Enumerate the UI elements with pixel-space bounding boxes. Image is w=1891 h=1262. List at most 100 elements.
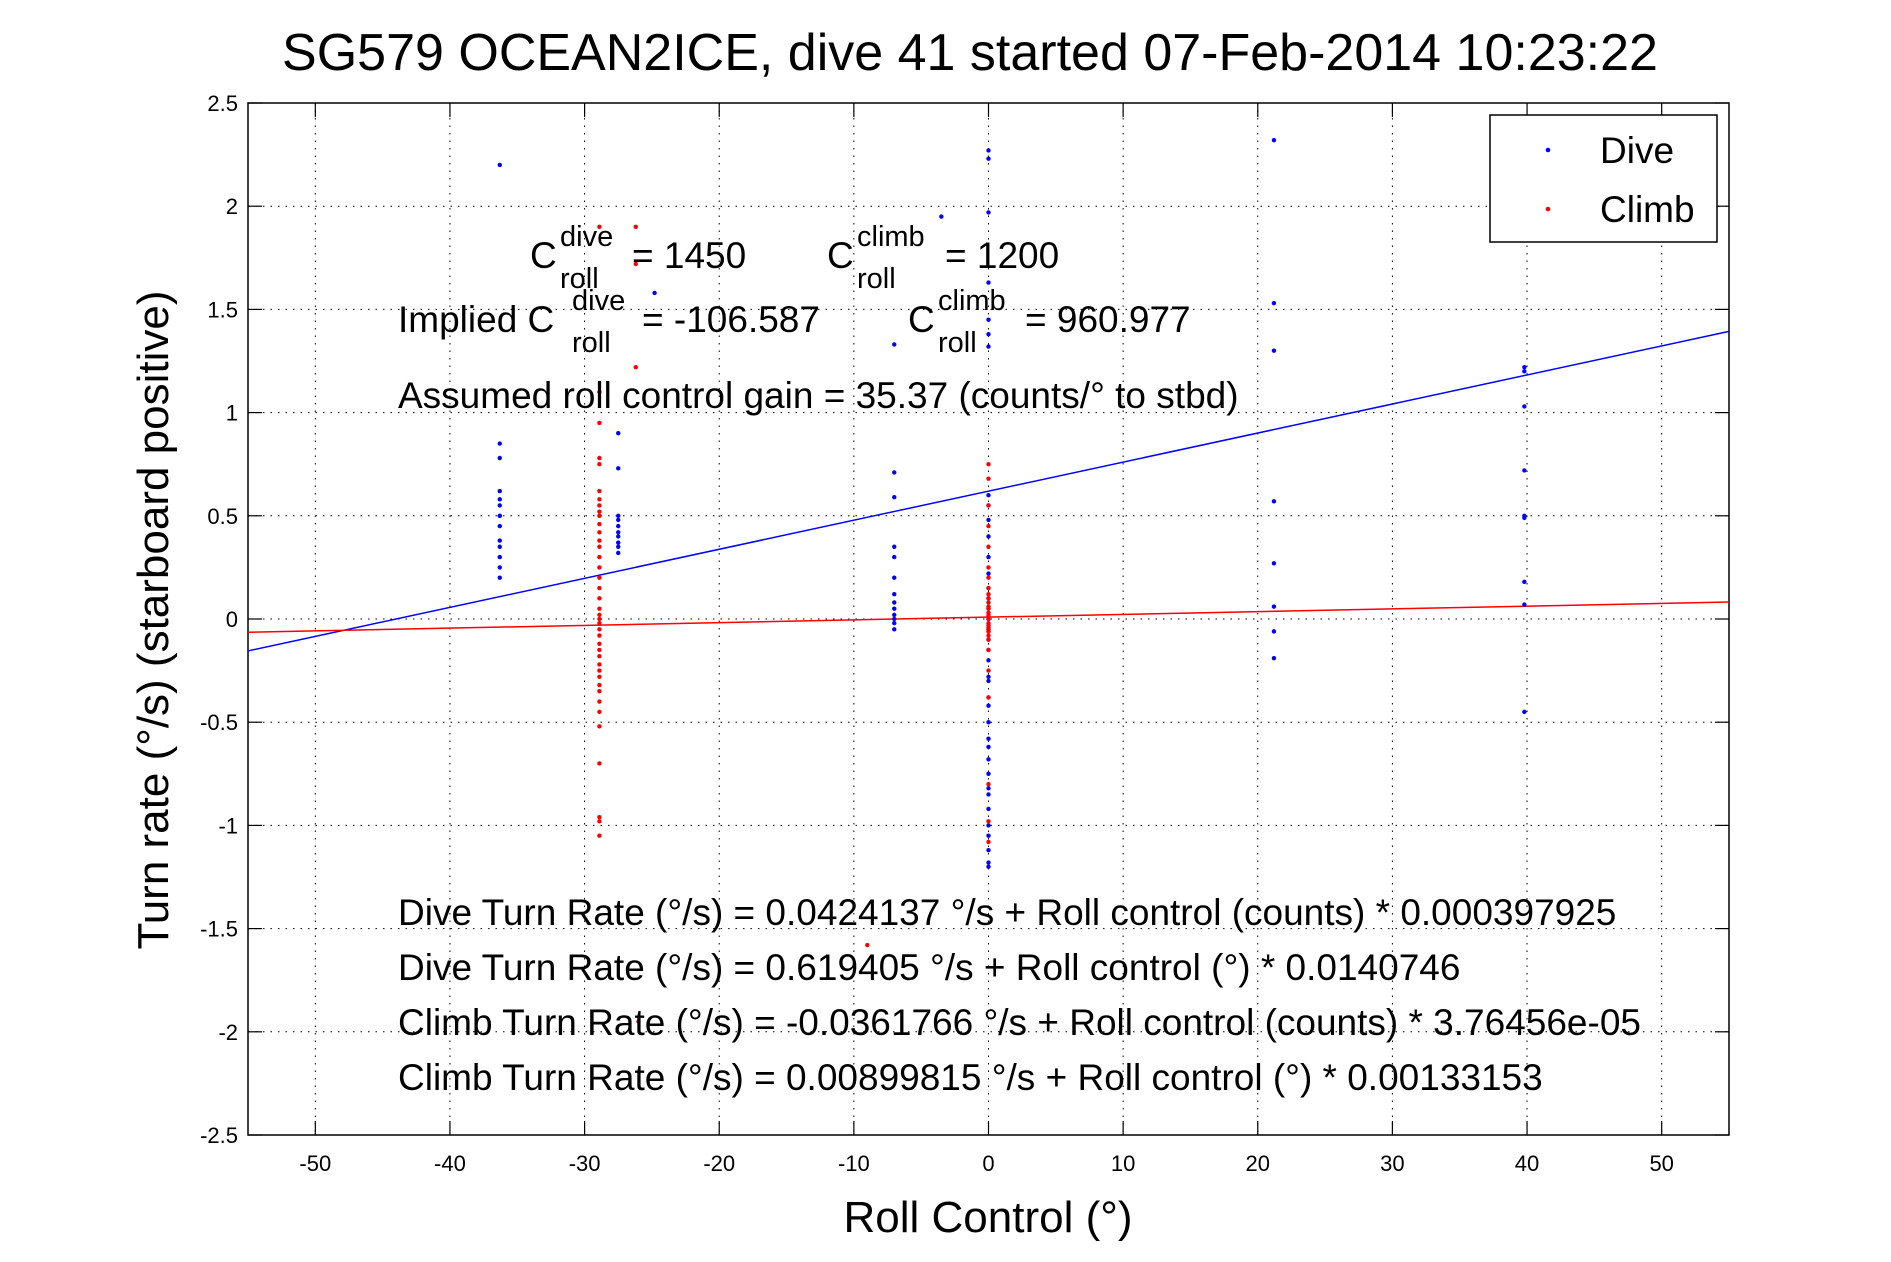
climb-point [636, 1019, 641, 1024]
dive-point [616, 466, 621, 471]
dive-point [986, 792, 991, 797]
x-tick-label: -10 [838, 1151, 870, 1176]
climb-point [986, 575, 991, 580]
climb-point [597, 653, 602, 659]
implied-dive-sub: roll [572, 327, 611, 359]
legend-climb-marker [1545, 206, 1551, 212]
implied-climb-base: C [908, 299, 935, 340]
climb-point [986, 476, 991, 481]
climb-point [986, 604, 991, 609]
y-tick-label: 2.5 [207, 91, 238, 116]
climb-point [597, 819, 602, 824]
climb-point [597, 420, 602, 426]
climb-point [986, 523, 991, 529]
climb-point [597, 699, 602, 704]
legend-dive-marker [1545, 147, 1551, 153]
c-dive-value: = 1450 [632, 235, 746, 276]
climb-point [597, 668, 602, 673]
climb-point [986, 695, 991, 700]
climb-point [597, 689, 602, 694]
dive-point [497, 554, 502, 560]
climb-point [986, 585, 991, 591]
dive-point [986, 771, 991, 776]
climb-point [597, 682, 602, 688]
dive-point [616, 540, 621, 545]
dive-point [986, 864, 991, 869]
climb-point [597, 724, 602, 729]
c-climb-value: = 1200 [945, 235, 1059, 276]
x-tick-label: -40 [434, 1151, 466, 1176]
climb-point [986, 565, 991, 570]
dive-point [892, 592, 897, 597]
climb-point [597, 554, 602, 560]
x-tick-labels: -50 -40 -30 -20 -10 0 10 20 30 40 50 [299, 1151, 1674, 1176]
dive-point [497, 565, 502, 570]
y-tick-label: -1 [218, 813, 238, 838]
x-tick-label: 20 [1246, 1151, 1270, 1176]
equation-2: Dive Turn Rate (°/s) = 0.619405 °/s + Ro… [398, 947, 1460, 988]
climb-point [597, 538, 602, 543]
climb-point [597, 647, 602, 653]
implied-dive-sup: dive [572, 285, 625, 317]
dive-point [1271, 604, 1277, 609]
dive-point [497, 575, 502, 580]
climb-point [986, 629, 991, 634]
dive-point [892, 616, 897, 622]
climb-point [986, 462, 991, 467]
dive-point [986, 331, 991, 337]
climb-point [986, 668, 991, 673]
dive-point [986, 833, 991, 838]
dive-point [892, 627, 897, 632]
climb-point [597, 497, 602, 502]
x-tick-label: 30 [1380, 1151, 1404, 1176]
x-tick-label: -20 [703, 1151, 735, 1176]
dive-point [616, 523, 621, 529]
x-tick-label: -50 [299, 1151, 331, 1176]
y-axis-label: Turn rate (°/s) (starboard positive) [129, 290, 178, 949]
climb-point [865, 942, 870, 948]
dive-point [892, 470, 897, 475]
c-dive-sup: dive [560, 221, 613, 253]
dive-point [986, 720, 991, 725]
dive-point [497, 497, 502, 502]
climb-point [597, 575, 602, 580]
climb-point [597, 627, 602, 632]
dive-point [497, 523, 502, 529]
dive-point [892, 600, 897, 605]
climb-point [597, 462, 602, 467]
dive-point [986, 744, 991, 750]
climb-point [597, 833, 602, 838]
gain-annotation: Assumed roll control gain = 35.37 (count… [398, 375, 1239, 416]
climb-point [597, 521, 602, 527]
climb-point [986, 600, 991, 605]
dive-point [986, 280, 991, 285]
dive-point [1522, 468, 1527, 473]
y-tick-label: -2 [218, 1020, 238, 1045]
implied-climb-value: = 960.977 [1025, 299, 1191, 340]
dive-point [986, 517, 991, 523]
legend: Dive Climb [1489, 114, 1718, 243]
annotations: C dive roll = 1450 C climb roll = 1200 I… [398, 221, 1641, 1098]
x-tick-label: 50 [1649, 1151, 1673, 1176]
climb-point [986, 781, 991, 787]
dive-point [986, 534, 991, 539]
dive-point [892, 554, 897, 560]
climb-point [597, 389, 602, 395]
climb-point [597, 503, 602, 508]
dive-point [986, 317, 991, 322]
c-dive-sub: roll [560, 263, 599, 295]
dive-point [986, 658, 991, 663]
dive-point [616, 550, 621, 556]
dive-point [497, 513, 502, 518]
climb-point [597, 513, 602, 518]
dive-point [497, 441, 502, 446]
x-tick-label: 10 [1111, 1151, 1135, 1176]
x-axis-label: Roll Control (°) [844, 1193, 1133, 1242]
x-tick-label: -30 [569, 1151, 601, 1176]
dive-point [986, 860, 991, 865]
dive-point [1522, 602, 1527, 607]
climb-point [633, 224, 638, 230]
climb-point [633, 364, 638, 370]
x-tick-label: 0 [982, 1151, 994, 1176]
